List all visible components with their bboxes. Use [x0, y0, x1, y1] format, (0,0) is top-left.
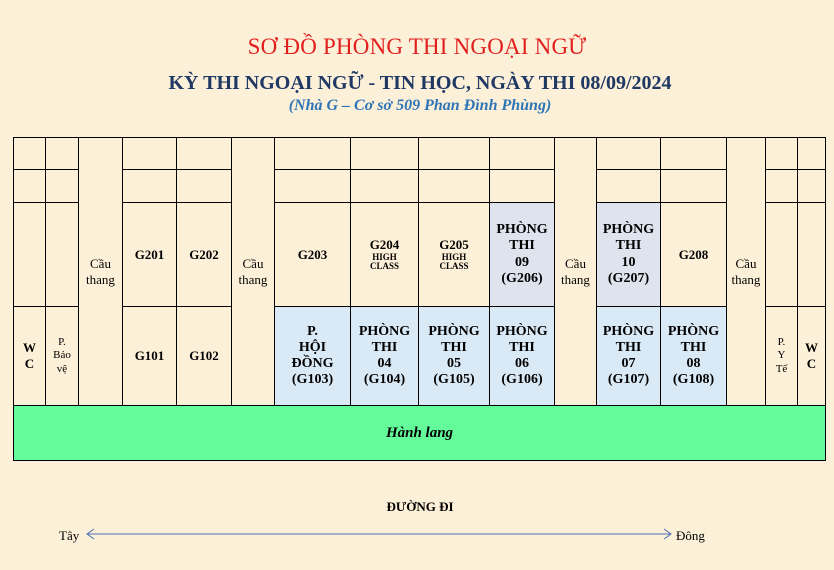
room-g205: G205 HIGH CLASS	[418, 202, 490, 307]
empty-cell	[45, 169, 79, 203]
room-g104: PHÒNG THI 04 (G104)	[350, 306, 419, 406]
room-g201: G201	[122, 202, 177, 307]
empty-cell	[489, 169, 555, 203]
empty-cell	[765, 202, 798, 307]
east-label: Đông	[676, 528, 705, 543]
wc-right: W C	[797, 306, 826, 406]
empty-cell	[176, 137, 232, 170]
empty-cell	[274, 137, 351, 170]
road-label: ĐƯỜNG ĐI	[386, 499, 454, 514]
room-g108: PHÒNG THI 08 (G108)	[660, 306, 727, 406]
empty-cell	[274, 169, 351, 203]
empty-cell	[13, 137, 46, 170]
room-g102: G102	[176, 306, 232, 406]
empty-cell	[660, 169, 727, 203]
empty-cell	[797, 137, 826, 170]
empty-cell	[122, 137, 177, 170]
empty-cell	[45, 202, 79, 307]
empty-cell	[13, 202, 46, 307]
wc-left: W C	[13, 306, 46, 406]
empty-cell	[596, 169, 661, 203]
stairs-2: Cầu thang	[231, 137, 275, 406]
location-note: (Nhà G – Cơ sở 509 Phan Đình Phùng)	[288, 97, 552, 114]
stairs-3: Cầu thang	[554, 137, 597, 406]
empty-cell	[418, 169, 490, 203]
room-g203: G203	[274, 202, 351, 307]
stairs-4: Cầu thang	[726, 137, 766, 406]
hallway: Hành lang	[13, 405, 826, 461]
empty-cell	[45, 137, 79, 170]
medical-room: P. Y Tế	[765, 306, 798, 406]
empty-cell	[797, 169, 826, 203]
room-g106: PHÒNG THI 06 (G106)	[489, 306, 555, 406]
page-title: SƠ ĐỒ PHÒNG THI NGOẠI NGỮ	[247, 34, 587, 59]
empty-cell	[418, 137, 490, 170]
room-g101: G101	[122, 306, 177, 406]
empty-cell	[13, 169, 46, 203]
empty-cell	[797, 202, 826, 307]
room-g204: G204 HIGH CLASS	[350, 202, 419, 307]
empty-cell	[122, 169, 177, 203]
room-g103-council: P. HỘI ĐỒNG (G103)	[274, 306, 351, 406]
empty-cell	[660, 137, 727, 170]
empty-cell	[765, 169, 798, 203]
exam-subtitle: KỲ THI NGOẠI NGỮ - TIN HỌC, NGÀY THI 08/…	[168, 72, 672, 94]
room-g105: PHÒNG THI 05 (G105)	[418, 306, 490, 406]
empty-cell	[350, 137, 419, 170]
empty-cell	[350, 169, 419, 203]
room-g206: PHÒNG THI 09 (G206)	[489, 202, 555, 307]
guard-room: P. Bảo vệ	[45, 306, 79, 406]
west-label: Tây	[59, 528, 80, 543]
empty-cell	[176, 169, 232, 203]
room-g202: G202	[176, 202, 232, 307]
room-g207: PHÒNG THI 10 (G207)	[596, 202, 661, 307]
room-g107: PHÒNG THI 07 (G107)	[596, 306, 661, 406]
room-g208: G208	[660, 202, 727, 307]
empty-cell	[765, 137, 798, 170]
empty-cell	[596, 137, 661, 170]
double-arrow-icon	[86, 528, 672, 540]
stairs-1: Cầu thang	[78, 137, 123, 406]
empty-cell	[489, 137, 555, 170]
